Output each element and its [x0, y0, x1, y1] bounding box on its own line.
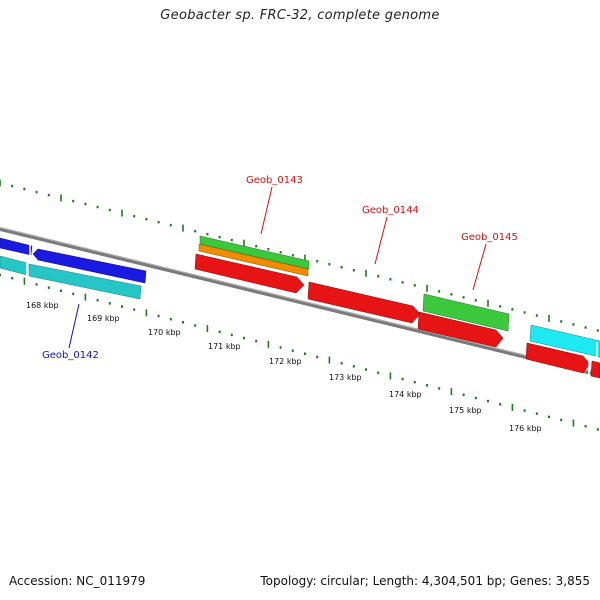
gene-feature-blue[interactable]: [0, 237, 33, 256]
gene-feature-red-geob-0143[interactable]: [194, 253, 305, 294]
inner-tick-ring: [0, 273, 599, 431]
tick-label: 174 kbp: [389, 390, 422, 399]
gene-feature-cyan-bright[interactable]: [529, 324, 600, 358]
tick-label: 173 kbp: [329, 373, 362, 382]
tick-label: 171 kbp: [208, 342, 241, 351]
tick-label: 172 kbp: [269, 357, 302, 366]
callout-line-geob-0144: [374, 216, 388, 265]
tick-label: 175 kbp: [449, 406, 482, 415]
gene-label-geob-0145[interactable]: Geob_0145: [461, 232, 518, 243]
tick-labels: 168 kbp 169 kbp 170 kbp 171 kbp 172 kbp …: [26, 301, 542, 433]
callout-line-geob-0145: [472, 243, 487, 291]
gene-label-geob-0144[interactable]: Geob_0144: [362, 205, 419, 216]
gene-feature-red[interactable]: [525, 342, 591, 374]
gene-feature-red[interactable]: [417, 311, 504, 348]
outer-tick-ring: [0, 179, 599, 332]
tick-label: 170 kbp: [148, 328, 181, 337]
gene-feature-cyan[interactable]: [0, 255, 28, 276]
gene-feature-green[interactable]: [199, 235, 310, 270]
gene-feature-red-geob-0144[interactable]: [307, 281, 421, 324]
gene-feature-green-geob-0145[interactable]: [422, 293, 510, 332]
gene-label-geob-0142[interactable]: Geob_0142: [42, 350, 99, 361]
callout-line-geob-0142: [68, 303, 80, 349]
accession-text: Accession: NC_011979: [9, 574, 146, 588]
tick-label: 176 kbp: [509, 424, 542, 433]
genome-backbone: [0, 227, 600, 377]
gene-label-geob-0143[interactable]: Geob_0143: [246, 175, 303, 186]
genome-backbone-highlight: [0, 227, 600, 374]
gene-feature-cyan[interactable]: [28, 263, 142, 300]
tick-label: 169 kbp: [87, 314, 120, 323]
tick-label: 168 kbp: [26, 301, 59, 310]
callout-line-geob-0143: [260, 186, 273, 235]
gene-feature-blue-geob-0142[interactable]: [32, 248, 147, 284]
gene-feature-orange[interactable]: [198, 243, 309, 277]
map-title: Geobacter sp. FRC-32, complete genome: [160, 8, 440, 23]
gene-feature-red[interactable]: [590, 360, 600, 379]
genome-summary-text: Topology: circular; Length: 4,304,501 bp…: [260, 574, 590, 588]
gene-features: [0, 235, 600, 379]
